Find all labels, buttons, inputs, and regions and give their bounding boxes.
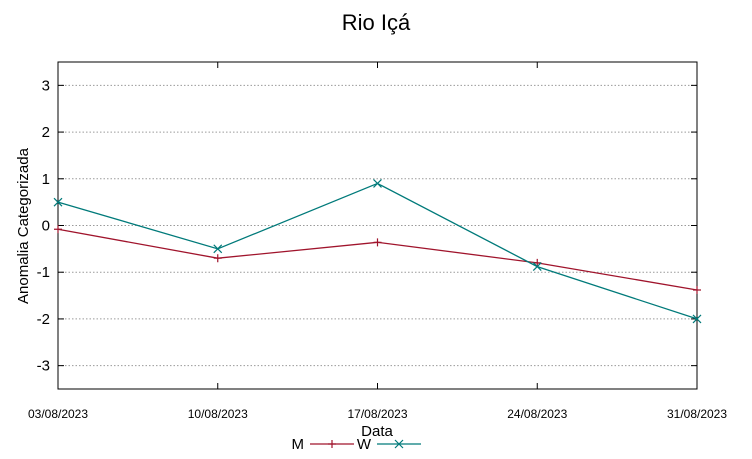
y-axis: 3 2 1 0 -1 -2 -3 (37, 77, 697, 375)
y-tick-label: 0 (42, 218, 50, 235)
y-tick-label: 3 (42, 77, 50, 94)
series-layer (53, 179, 702, 324)
x-axis-label: Data (361, 423, 393, 440)
series-M (54, 225, 701, 294)
series-0-marker (373, 238, 382, 247)
x-tick-label: 10/08/2023 (188, 407, 248, 421)
y-axis-label: Anomalia Categorizada (15, 147, 32, 304)
x-tick-label: 03/08/2023 (28, 407, 88, 421)
y-tick-label: -2 (37, 311, 50, 328)
series-1-marker (394, 439, 404, 449)
y-tick-label: 2 (42, 124, 50, 141)
series-0-marker (693, 285, 701, 294)
grid (58, 84, 697, 367)
series-0-marker (533, 258, 542, 267)
y-tick-label: 1 (42, 171, 50, 188)
x-tick-label: 17/08/2023 (347, 407, 407, 421)
x-tick-label: 24/08/2023 (507, 407, 567, 421)
y-tick-label: -1 (37, 264, 50, 281)
series-0-marker (54, 225, 62, 234)
legend-label: W (357, 436, 372, 453)
series-1-marker (692, 314, 702, 324)
series-0-marker (328, 440, 336, 448)
series-1-marker (213, 244, 223, 254)
x-axis: 03/08/2023 10/08/2023 17/08/2023 24/08/2023… (28, 62, 727, 421)
series-1-marker (373, 179, 382, 188)
series-1-marker (53, 197, 63, 207)
series-1-marker (532, 262, 542, 272)
legend-label: M (292, 436, 305, 453)
chart-title: Rio Içá (342, 10, 411, 35)
series-0-marker (213, 254, 222, 263)
series-line (57, 182, 698, 320)
x-tick-label: 31/08/2023 (667, 407, 727, 421)
y-tick-label: -3 (37, 358, 50, 375)
series-W (53, 179, 702, 324)
